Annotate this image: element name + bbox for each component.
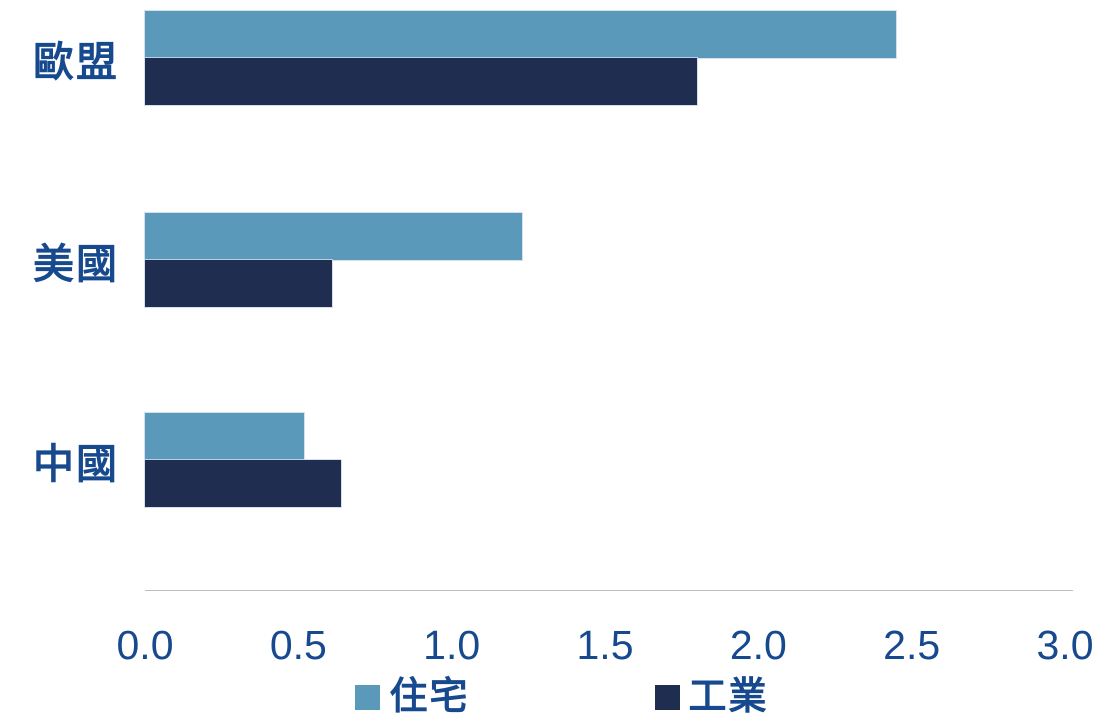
legend-label: 住宅 (389, 676, 470, 718)
x-tick-label: 3.0 (1036, 622, 1094, 668)
x-tick-label: 2.5 (883, 622, 941, 668)
bar-residential (145, 11, 897, 58)
category-bars (145, 213, 1065, 307)
bar-industrial (145, 58, 697, 105)
legend-swatch-icon (654, 684, 680, 710)
category-label: 歐盟 (33, 39, 119, 85)
category-bars (145, 11, 1065, 105)
x-tick-label: 0.5 (269, 622, 327, 668)
bar-residential (145, 213, 523, 260)
bar-group: 美國 (0, 213, 1100, 307)
category-bars (145, 413, 1065, 507)
legend-item-industrial: 工業 (654, 676, 769, 718)
x-tick-label: 1.0 (423, 622, 481, 668)
bar-group: 中國 (0, 413, 1100, 507)
bar-residential (145, 413, 305, 460)
legend-item-residential: 住宅 (355, 678, 469, 716)
legend: 住宅 工業 (12, 678, 1100, 716)
x-tick-label: 0.0 (116, 622, 174, 668)
x-tick-label: 1.5 (576, 622, 634, 668)
legend-swatch-icon (355, 684, 381, 710)
category-label: 中國 (33, 441, 119, 487)
legend-label: 工業 (688, 676, 769, 718)
x-axis-ticks: 0.0 0.5 1.0 1.5 2.0 2.5 3.0 (117, 622, 1094, 672)
x-tick-label: 2.0 (729, 622, 787, 668)
bar-group: 歐盟 (0, 11, 1100, 105)
bar-industrial (145, 260, 333, 307)
x-axis-line (145, 590, 1073, 591)
category-label: 美國 (33, 241, 119, 287)
bar-industrial (145, 460, 342, 507)
